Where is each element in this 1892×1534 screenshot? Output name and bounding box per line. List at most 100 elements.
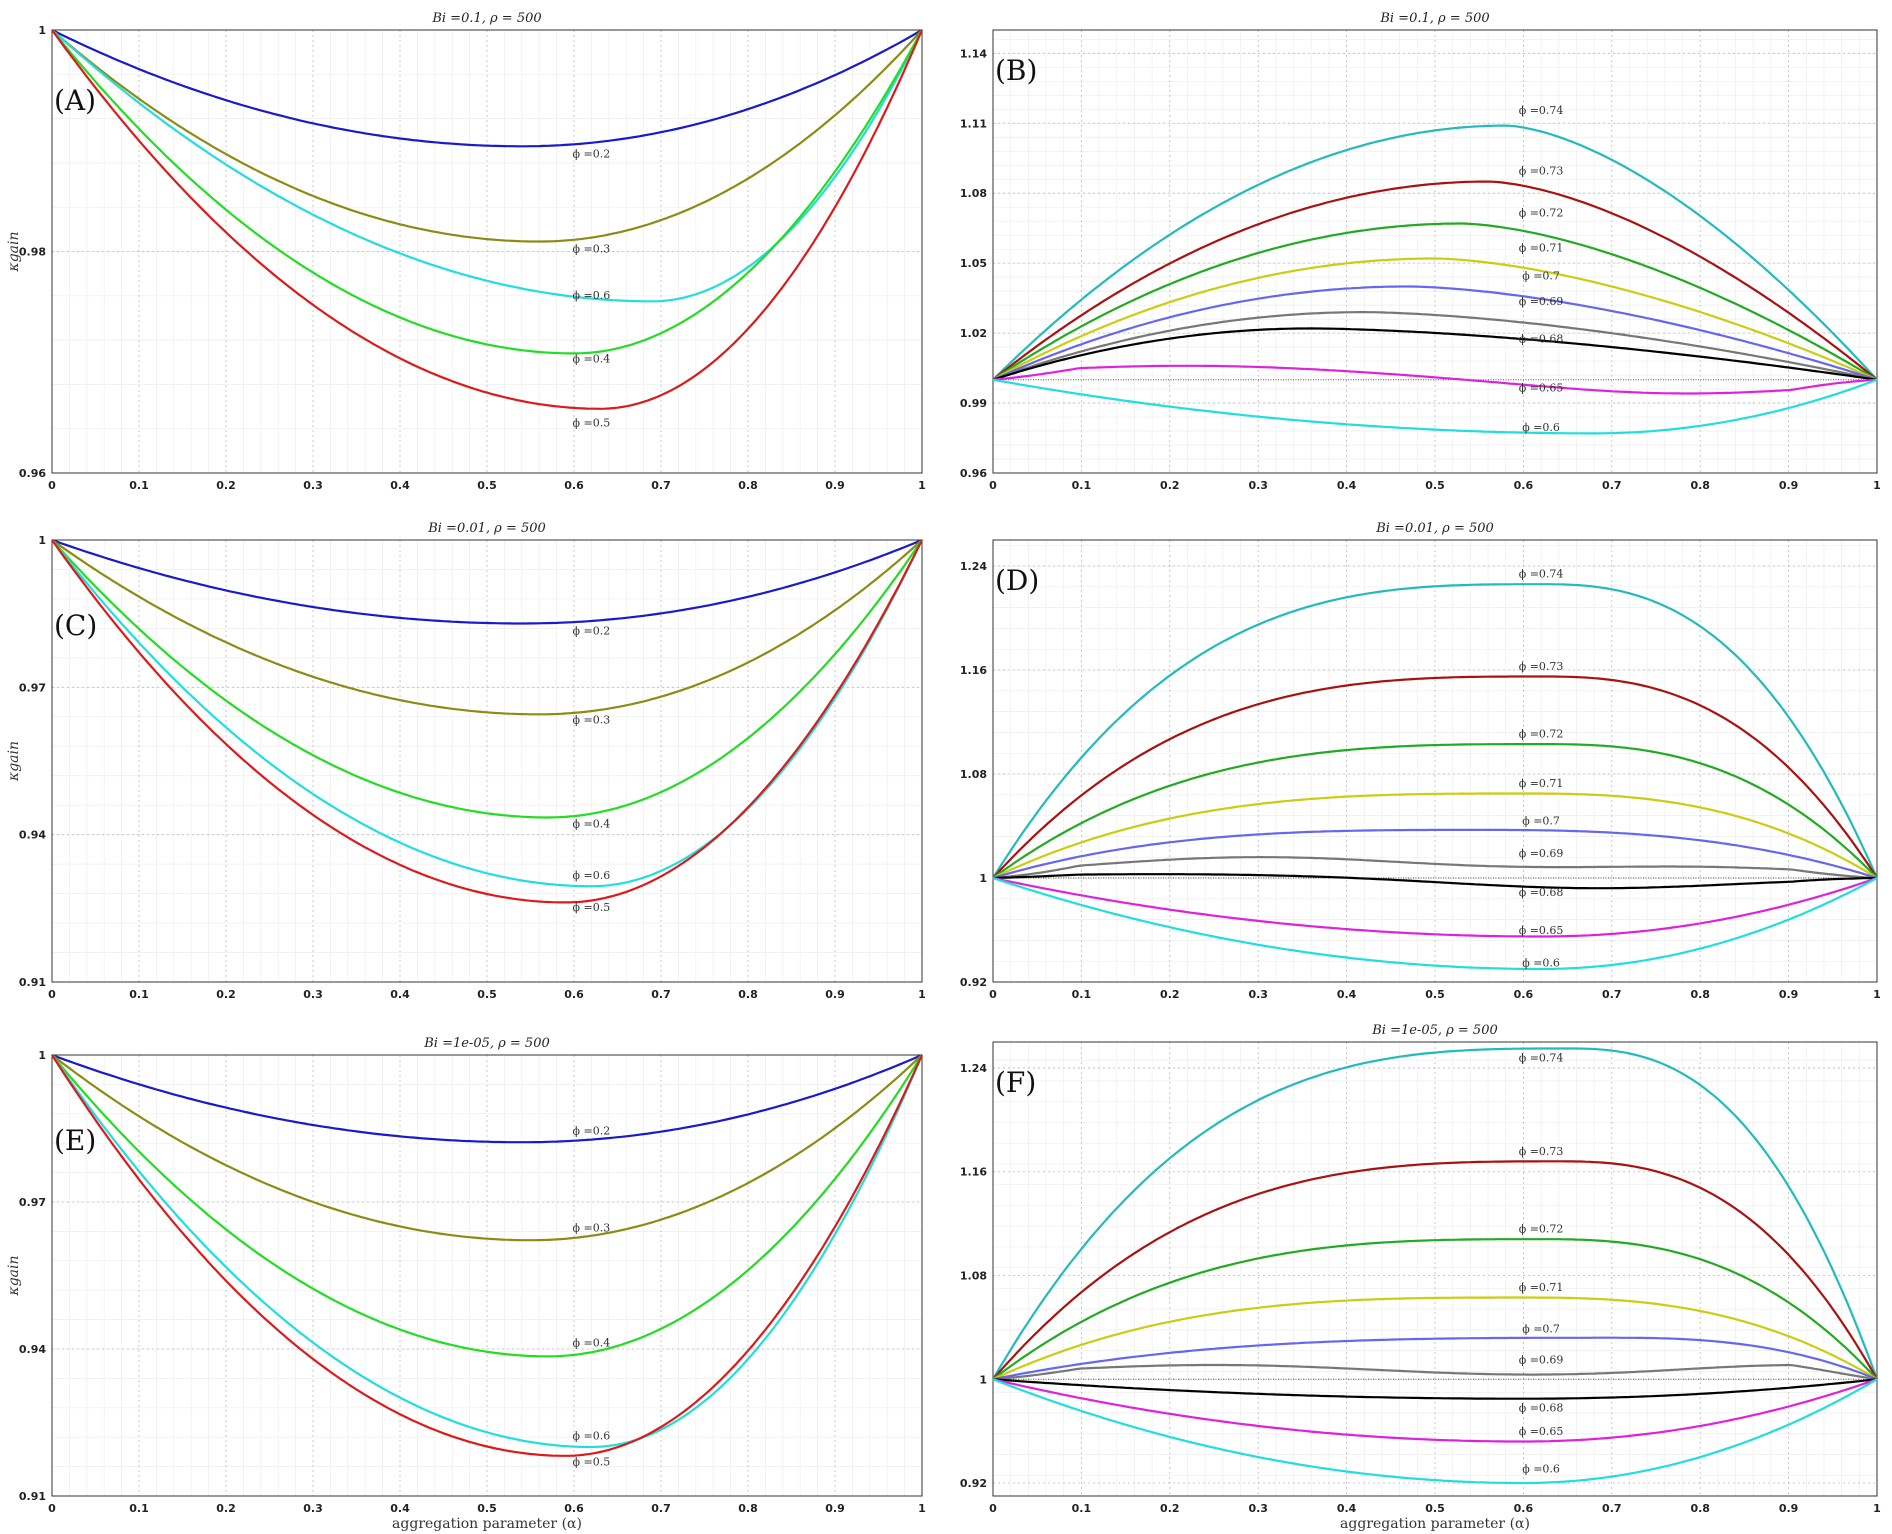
series-line: [992, 257, 1878, 381]
x-tick-label: 0.5: [477, 988, 497, 1001]
series-line: [992, 222, 1878, 381]
series-line: [992, 1378, 1878, 1485]
x-tick-label: 0: [48, 479, 56, 492]
panel-letter: (C): [54, 609, 97, 642]
x-tick-label: 0.6: [1514, 1502, 1534, 1515]
x-tick-label: 1: [1873, 479, 1881, 492]
series-line: [51, 1054, 924, 1449]
y-tick-label: 1: [979, 1373, 987, 1386]
x-tick-label: 0.3: [303, 479, 323, 492]
series-line: [992, 124, 1878, 381]
series-label: ϕ =0.72: [1519, 207, 1564, 220]
series-label: ϕ =0.6: [1522, 421, 1560, 434]
series-label: ϕ =0.5: [573, 1456, 611, 1469]
series-label: ϕ =0.7: [1522, 269, 1560, 282]
x-tick-label: 0.2: [1160, 1502, 1180, 1515]
x-tick-label: 0.3: [303, 1502, 323, 1515]
series-line: [992, 1378, 1878, 1400]
x-tick-label: 0.5: [477, 479, 497, 492]
series-label: ϕ =0.72: [1519, 1223, 1564, 1236]
series-line: [51, 539, 923, 888]
series-line: [51, 539, 923, 904]
x-tick-label: 0.4: [390, 479, 410, 492]
series-label: ϕ =0.7: [1522, 1323, 1560, 1336]
x-axis-label: aggregation parameter (α): [1340, 1516, 1530, 1532]
y-tick-label: 1.08: [960, 768, 987, 781]
series-label: ϕ =0.6: [573, 289, 611, 302]
x-tick-label: 0.1: [129, 1502, 149, 1515]
series-line: [51, 29, 924, 410]
series-line: [992, 364, 1878, 395]
y-axis-label: κgain: [6, 232, 22, 273]
y-tick-label: 0.91: [19, 976, 46, 989]
series-label: ϕ =0.71: [1519, 777, 1564, 790]
x-tick-label: 0.1: [129, 479, 149, 492]
series-line: [992, 1160, 1878, 1381]
chart-panel-d: 0 0.1 0.2 0.3 0.4 0.5 0.6 0.7 0.8 0.9 1 0.92 1 1.08 1.…: [960, 521, 1881, 1001]
series-label: ϕ =0.3: [573, 243, 611, 256]
x-tick-label: 0.2: [216, 1502, 236, 1515]
x-tick-label: 0.4: [390, 1502, 410, 1515]
series-line: [992, 876, 1878, 938]
y-tick-label: 0.91: [19, 1490, 46, 1503]
series-line: [992, 743, 1878, 879]
series-line: [992, 1378, 1878, 1443]
series-label: ϕ =0.4: [573, 817, 611, 830]
series-line: [51, 539, 923, 819]
x-tick-label: 0: [989, 479, 997, 492]
x-tick-label: 0.7: [651, 1502, 671, 1515]
y-tick-label: 1.11: [960, 117, 987, 130]
axes-frame: [51, 1054, 923, 1497]
series-label: ϕ =0.6: [1522, 1463, 1560, 1476]
series-line: [51, 29, 923, 148]
series-label: ϕ =0.4: [573, 1337, 611, 1350]
series-label: ϕ =0.68: [1519, 886, 1564, 899]
x-tick-label: 0.6: [1514, 988, 1534, 1001]
y-tick-label: 0.94: [19, 1343, 46, 1356]
series-label: ϕ =0.7: [1522, 815, 1560, 828]
chart-title: Bi =0.1, ρ = 500: [1379, 11, 1489, 26]
x-tick-label: 1: [918, 1502, 926, 1515]
x-tick-label: 0.2: [216, 479, 236, 492]
series-label: ϕ =0.69: [1519, 1354, 1564, 1367]
series-line: [992, 327, 1878, 381]
panel-letter: (A): [54, 84, 96, 117]
series-line: [51, 1053, 923, 1144]
series-label: ϕ =0.65: [1519, 1425, 1564, 1438]
chart-title: Bi =0.01, ρ = 500: [1375, 521, 1494, 536]
x-tick-label: 0.7: [1602, 988, 1622, 1001]
x-tick-label: 0.8: [1690, 479, 1710, 492]
y-tick-label: 1.02: [960, 327, 987, 340]
x-tick-label: 0.8: [738, 1502, 758, 1515]
x-tick-label: 0: [48, 1502, 56, 1515]
y-axis-label: κgain: [6, 1256, 22, 1297]
series-line: [51, 538, 923, 625]
series-label: ϕ =0.3: [573, 714, 611, 727]
series-line: [992, 1047, 1879, 1380]
y-tick-label: 1.08: [960, 1269, 987, 1282]
x-tick-label: 0.8: [1690, 988, 1710, 1001]
x-tick-label: 0.4: [1337, 479, 1357, 492]
series-label: ϕ =0.73: [1519, 165, 1564, 178]
y-tick-label: 0.92: [960, 1477, 987, 1490]
series-line: [51, 1054, 923, 1242]
x-tick-label: 0.4: [1337, 1502, 1357, 1515]
chart-title: Bi =0.01, ρ = 500: [427, 521, 546, 536]
y-tick-label: 0.99: [960, 397, 987, 410]
x-tick-label: 0.2: [1160, 479, 1180, 492]
series-line: [992, 583, 1879, 879]
panel-letter: (E): [54, 1124, 96, 1157]
y-tick-label: 1.05: [960, 257, 987, 270]
x-tick-label: 0.5: [1425, 479, 1445, 492]
chart-title: Bi =1e-05, ρ = 500: [1371, 1023, 1498, 1038]
series-line: [992, 675, 1878, 879]
x-tick-label: 0.1: [1072, 988, 1092, 1001]
axes-frame: [992, 1041, 1878, 1497]
x-tick-label: 0.8: [738, 479, 758, 492]
series-line: [992, 1296, 1878, 1381]
chart-panel-a: 0 0.1 0.2 0.3 0.4 0.5 0.6 0.7 0.8 0.9 1 0.96 0.98 1 ϕ …: [6, 11, 926, 492]
series-label: ϕ =0.3: [573, 1221, 611, 1234]
series-line: [992, 792, 1878, 879]
chart-panel-c: 0 0.1 0.2 0.3 0.4 0.5 0.6 0.7 0.8 0.9 10.910.940.9…: [6, 521, 926, 1001]
